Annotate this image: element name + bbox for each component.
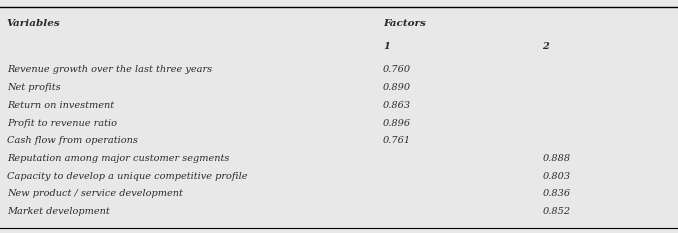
- Text: Capacity to develop a unique competitive profile: Capacity to develop a unique competitive…: [7, 172, 247, 181]
- Text: Reputation among major customer segments: Reputation among major customer segments: [7, 154, 229, 163]
- Text: Market development: Market development: [7, 207, 110, 216]
- Text: 0.888: 0.888: [542, 154, 570, 163]
- Text: 0.836: 0.836: [542, 189, 570, 198]
- Text: Variables: Variables: [7, 19, 60, 28]
- Text: Net profits: Net profits: [7, 83, 60, 92]
- Text: 0.890: 0.890: [383, 83, 411, 92]
- Text: New product / service development: New product / service development: [7, 189, 182, 198]
- Text: 0.761: 0.761: [383, 136, 411, 145]
- Text: Profit to revenue ratio: Profit to revenue ratio: [7, 119, 117, 127]
- Text: Revenue growth over the last three years: Revenue growth over the last three years: [7, 65, 212, 74]
- Text: 0.896: 0.896: [383, 119, 411, 127]
- Text: 1: 1: [383, 42, 390, 51]
- Text: 0.760: 0.760: [383, 65, 411, 74]
- Text: Cash flow from operations: Cash flow from operations: [7, 136, 138, 145]
- Text: Factors: Factors: [383, 19, 426, 28]
- Text: 2: 2: [542, 42, 549, 51]
- Text: Return on investment: Return on investment: [7, 101, 114, 110]
- Text: 0.852: 0.852: [542, 207, 570, 216]
- Text: 0.803: 0.803: [542, 172, 570, 181]
- Text: 0.863: 0.863: [383, 101, 411, 110]
